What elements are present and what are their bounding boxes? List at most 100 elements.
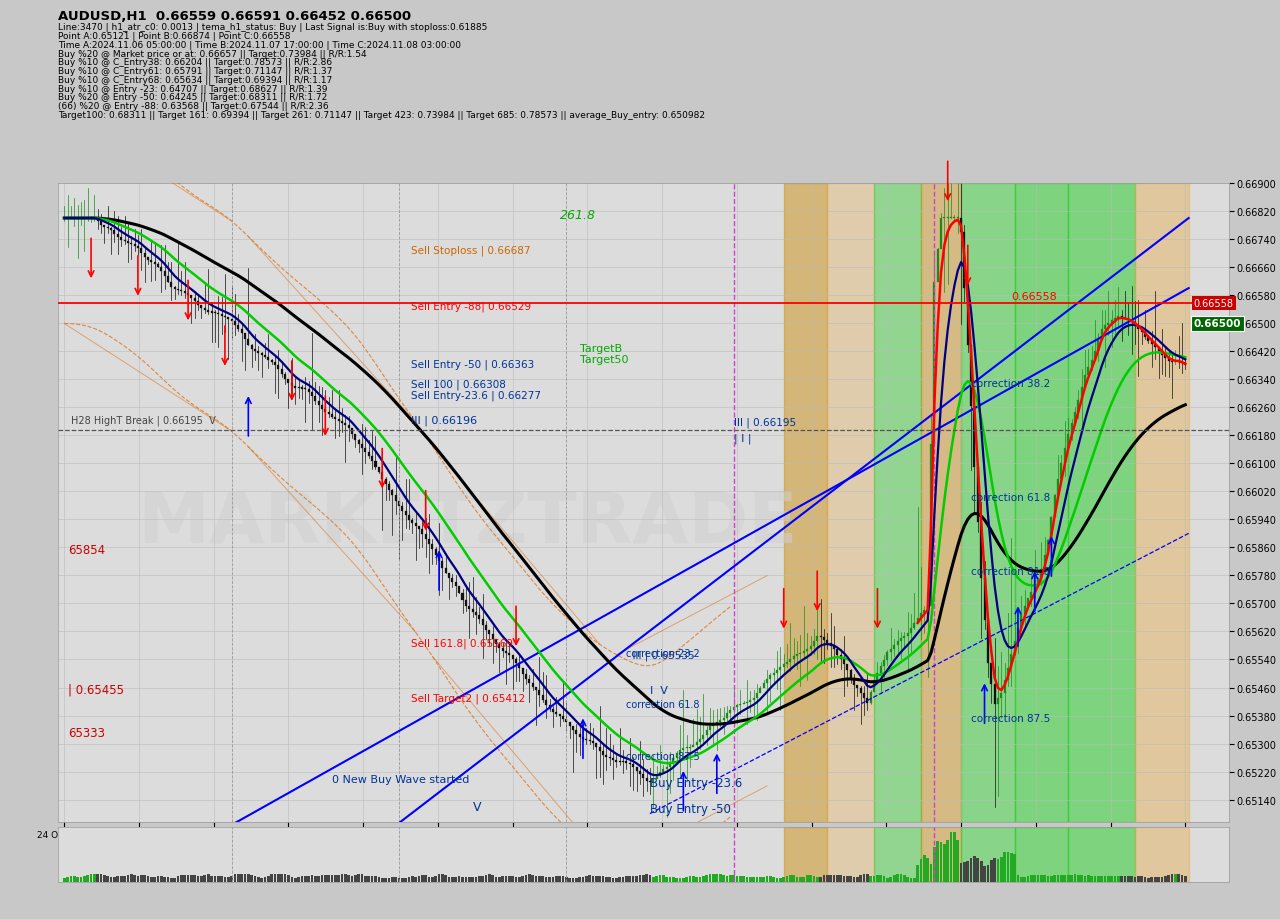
Bar [628,763,631,765]
Bar [840,876,842,882]
Bar [659,875,662,882]
Bar [268,876,270,882]
Bar [332,415,333,417]
Bar [525,674,527,679]
Text: Time A:2024.11.06 05:00:00 | Time B:2024.11.07 17:00:00 | Time C:2024.11.08 03:0: Time A:2024.11.06 05:00:00 | Time B:2024… [58,40,461,50]
Bar [893,875,896,882]
Bar [384,479,387,485]
Bar [364,876,367,882]
Bar [83,876,86,882]
Bar [141,249,142,254]
Bar [745,877,749,882]
Bar [143,254,146,257]
Bar [247,874,250,882]
Bar [913,624,915,629]
Bar [877,674,878,681]
Bar [916,618,919,624]
Bar [977,858,979,882]
Bar [321,406,323,410]
Bar [726,876,728,882]
Bar [655,776,658,779]
Bar [477,877,480,882]
Bar [1053,876,1056,882]
Bar [257,878,260,882]
Bar [1137,877,1139,882]
Text: 0.66558: 0.66558 [1011,291,1057,301]
Bar [425,876,428,882]
Bar [863,693,865,698]
Bar [1135,827,1189,882]
Bar [1117,876,1120,882]
Bar [328,875,330,882]
Bar [531,876,534,882]
Bar [358,440,360,445]
Bar [933,282,936,445]
Bar [900,874,902,882]
Bar [340,875,343,882]
Bar [1151,878,1153,882]
Bar [890,649,892,652]
Bar [90,874,92,882]
Bar [106,876,109,882]
Bar [63,218,65,219]
Bar [645,875,648,882]
Bar [154,263,156,265]
Bar [556,712,557,714]
Bar [1124,876,1126,882]
Bar [392,491,393,495]
Bar [448,877,451,882]
Bar [1144,333,1146,337]
Bar [612,878,614,882]
Bar [974,406,975,467]
Bar [682,748,685,750]
Bar [253,876,256,882]
Bar [1020,877,1023,882]
Bar [506,652,507,653]
Text: Buy %10 @ C_Entry38: 0.66204 || Target:0.78573 || R/R:2.86: Buy %10 @ C_Entry38: 0.66204 || Target:0… [58,58,332,67]
Bar [1080,876,1083,882]
Bar [79,877,82,882]
Bar [522,669,524,674]
Bar [961,827,1015,882]
Text: Buy %20 @ Market price or at: 0.66657 || Target:0.73984 || R/R:1.54: Buy %20 @ Market price or at: 0.66657 ||… [58,50,366,59]
Bar [401,879,403,882]
Bar [454,877,457,882]
Bar [961,184,1015,823]
Bar [786,662,788,664]
Bar [728,876,732,882]
Bar [315,396,316,402]
Text: V: V [472,800,481,813]
Bar [367,453,370,457]
Bar [451,878,454,882]
Bar [210,312,212,313]
Bar [1101,330,1102,341]
Bar [956,218,959,219]
Bar [355,435,356,440]
Bar [314,876,316,882]
Text: correction 61.8: correction 61.8 [972,493,1051,503]
Bar [131,244,132,245]
Bar [618,878,621,882]
Bar [1114,876,1116,882]
Bar [1064,448,1066,464]
Bar [1078,401,1079,413]
Bar [1020,615,1023,629]
Bar [815,878,818,882]
Bar [749,700,751,702]
Bar [756,694,758,698]
Bar [595,876,598,882]
Bar [783,827,827,882]
Bar [552,877,554,882]
Bar [943,218,946,219]
Bar [686,747,687,748]
Bar [237,874,239,882]
Bar [1080,388,1083,401]
Bar [177,877,179,882]
Bar [609,757,611,758]
Bar [1111,321,1112,323]
Bar [916,865,919,882]
Bar [1147,337,1149,341]
Bar [227,877,229,882]
Bar [575,731,577,734]
Bar [355,875,357,882]
